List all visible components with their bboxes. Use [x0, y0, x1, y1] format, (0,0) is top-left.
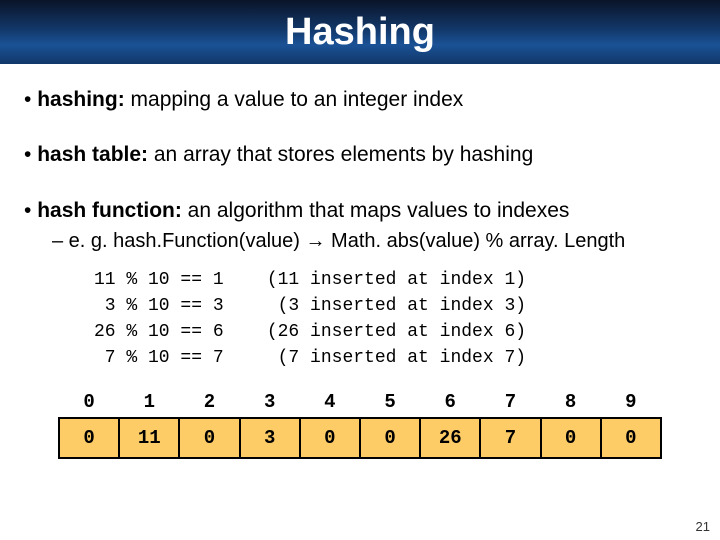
slide-content: • hashing: mapping a value to an integer… [0, 64, 720, 459]
index-cell: 2 [179, 385, 239, 418]
hash-table-diagram: 0 1 2 3 4 5 6 7 8 9 0 11 0 3 [58, 385, 662, 459]
index-cell: 4 [300, 385, 360, 418]
value-cell: 0 [541, 418, 601, 458]
value-cell: 0 [179, 418, 239, 458]
hash-computation-block: 11 % 10 == 1 (11 inserted at index 1) 3 … [94, 267, 696, 371]
term-hashing: hashing: [37, 88, 125, 111]
value-cell: 0 [601, 418, 661, 458]
slide-title: Hashing [285, 11, 435, 54]
value-cell: 26 [420, 418, 480, 458]
value-cell: 3 [240, 418, 300, 458]
term-hash-table: hash table: [37, 143, 148, 166]
sub-bullet-example: – e. g. hash.Function(value) → Math. abs… [52, 230, 696, 253]
def-hash-table: an array that stores elements by hashing [148, 143, 533, 166]
value-cell: 11 [119, 418, 179, 458]
value-row: 0 11 0 3 0 0 26 7 0 0 [59, 418, 661, 458]
index-row: 0 1 2 3 4 5 6 7 8 9 [59, 385, 661, 418]
value-cell: 0 [59, 418, 119, 458]
def-hash-function: an algorithm that maps values to indexes [182, 199, 570, 222]
page-number: 21 [696, 519, 710, 534]
index-cell: 5 [360, 385, 420, 418]
index-cell: 0 [59, 385, 119, 418]
index-cell: 1 [119, 385, 179, 418]
bullet-hash-table: • hash table: an array that stores eleme… [24, 141, 696, 168]
term-hash-function: hash function: [37, 199, 182, 222]
def-hashing: mapping a value to an integer index [125, 88, 464, 111]
index-cell: 9 [601, 385, 661, 418]
value-cell: 7 [480, 418, 540, 458]
index-cell: 8 [541, 385, 601, 418]
title-bar: Hashing [0, 0, 720, 64]
index-cell: 6 [420, 385, 480, 418]
value-cell: 0 [360, 418, 420, 458]
bullet-hashing: • hashing: mapping a value to an integer… [24, 86, 696, 113]
bullet-hash-function: • hash function: an algorithm that maps … [24, 197, 696, 224]
value-cell: 0 [300, 418, 360, 458]
index-cell: 3 [240, 385, 300, 418]
index-cell: 7 [480, 385, 540, 418]
